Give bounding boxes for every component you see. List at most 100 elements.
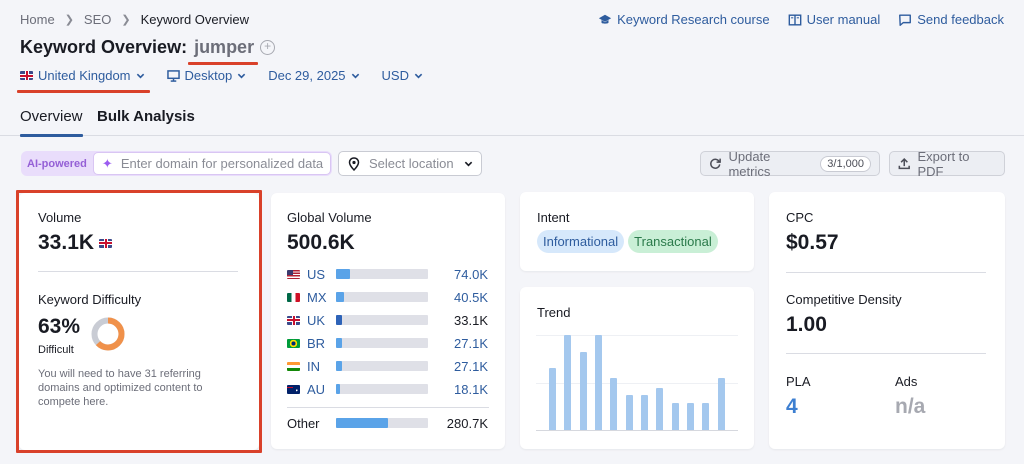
database-label: United Kingdom xyxy=(38,68,131,83)
ai-domain-box: AI-powered ✦ Enter domain for personaliz… xyxy=(21,151,332,176)
upload-icon xyxy=(898,157,910,170)
country-volume[interactable]: 74.0K xyxy=(454,266,488,282)
domain-input[interactable]: ✦ Enter domain for personalized data xyxy=(92,152,331,175)
ads-value: n/a xyxy=(895,395,926,418)
cpc-value: $0.57 xyxy=(786,231,839,254)
chat-bubble-icon xyxy=(899,13,912,26)
trend-bar xyxy=(641,395,648,430)
trend-bar xyxy=(580,352,587,430)
volume-bar-fill xyxy=(336,384,340,394)
user-manual-link[interactable]: User manual xyxy=(788,12,880,27)
chevron-right-icon: ❯ xyxy=(64,14,74,26)
export-pdf-label: Export to PDF xyxy=(917,148,970,179)
export-pdf-button[interactable]: Export to PDF xyxy=(889,148,1005,179)
volume-bar xyxy=(336,361,428,371)
currency-label: USD xyxy=(381,68,409,83)
chevron-down-icon xyxy=(237,73,246,79)
ai-powered-label: AI-powered xyxy=(27,157,87,170)
send-feedback-label: Send feedback xyxy=(917,12,1004,27)
global-volume-card: Global Volume 500.6K US 74.0K MX 40.5K U… xyxy=(271,193,505,449)
cpc-label: CPC xyxy=(786,210,814,225)
country-volume[interactable]: 40.5K xyxy=(454,289,488,305)
volume-bar-fill xyxy=(336,338,342,348)
other-label: Other xyxy=(287,415,320,431)
trend-bar xyxy=(610,378,617,430)
trend-bar-chart xyxy=(536,335,738,431)
breadcrumb-seo[interactable]: SEO xyxy=(83,12,112,27)
br-flag-icon xyxy=(287,338,300,348)
trend-bar xyxy=(549,368,556,430)
pla-value[interactable]: 4 xyxy=(786,395,798,418)
chevron-down-icon xyxy=(414,73,423,79)
plus-circle-icon[interactable]: + xyxy=(260,40,276,55)
divider xyxy=(287,407,489,408)
kd-note: You will need to have 31 referring domai… xyxy=(38,368,203,408)
country-code: BR xyxy=(307,335,326,351)
location-pin-icon xyxy=(348,156,360,171)
grid-line xyxy=(536,383,738,384)
keyword-value: jumper xyxy=(188,37,259,65)
trend-card: Trend xyxy=(520,287,754,449)
tab-bulk-analysis[interactable]: Bulk Analysis xyxy=(97,108,195,125)
divider xyxy=(786,272,986,273)
competitive-density-label: Competitive Density xyxy=(786,292,902,307)
trend-bar xyxy=(564,335,571,430)
trend-bar xyxy=(718,378,725,430)
tab-overview[interactable]: Overview xyxy=(20,108,83,137)
filters-row: United Kingdom Desktop Dec 29, 2025 USD xyxy=(17,68,445,93)
country-row-other: Other 280.7K xyxy=(287,415,489,431)
location-select[interactable]: Select location xyxy=(338,151,482,176)
update-metrics-label: Update metrics xyxy=(728,148,771,179)
uk-flag-icon xyxy=(287,315,300,325)
country-row-br[interactable]: BR 27.1K xyxy=(287,335,489,351)
date-label: Dec 29, 2025 xyxy=(268,68,346,83)
keyword-highlight-underline xyxy=(188,62,259,65)
country-code: MX xyxy=(307,289,327,305)
cpc-card: CPC $0.57 Competitive Density 1.00 PLA 4… xyxy=(769,192,1005,449)
graduation-cap-icon xyxy=(598,14,612,24)
country-row-au[interactable]: AU 18.1K xyxy=(287,381,489,397)
us-flag-icon xyxy=(287,269,300,279)
date-dropdown[interactable]: Dec 29, 2025 xyxy=(268,68,359,83)
update-metrics-button[interactable]: Update metrics 3/1,000 xyxy=(700,148,880,179)
volume-bar-fill xyxy=(336,418,388,428)
intent-tags: Informational Transactional xyxy=(537,230,722,253)
country-code: AU xyxy=(307,381,326,397)
intent-label: Intent xyxy=(537,210,570,225)
book-icon xyxy=(788,13,801,26)
keyword-text: jumper xyxy=(194,37,255,57)
grid-line xyxy=(536,335,738,336)
au-flag-icon xyxy=(287,384,300,394)
volume-kd-card: Volume 33.1K Keyword Difficulty 63% Diff… xyxy=(19,193,259,450)
country-row-mx[interactable]: MX 40.5K xyxy=(287,289,489,305)
device-dropdown[interactable]: Desktop xyxy=(166,68,247,83)
other-volume: 280.7K xyxy=(446,415,488,431)
database-highlight-underline xyxy=(17,90,150,93)
chevron-down-icon xyxy=(351,73,359,79)
volume-bar xyxy=(336,418,428,428)
device-label: Desktop xyxy=(184,68,233,83)
update-count-badge: 3/1,000 xyxy=(820,155,871,172)
competitive-density-value: 1.00 xyxy=(786,313,827,336)
in-flag-icon xyxy=(287,361,300,371)
trend-bar xyxy=(656,388,663,430)
database-dropdown[interactable]: United Kingdom xyxy=(17,68,150,93)
country-volume[interactable]: 18.1K xyxy=(454,381,488,397)
country-code: IN xyxy=(307,358,320,374)
chart-baseline xyxy=(536,430,738,431)
volume-bar xyxy=(336,338,428,348)
divider xyxy=(38,271,238,272)
send-feedback-link[interactable]: Send feedback xyxy=(898,12,1004,27)
breadcrumb-home[interactable]: Home xyxy=(20,12,55,27)
country-volume[interactable]: 27.1K xyxy=(454,358,488,374)
country-volume[interactable]: 27.1K xyxy=(454,335,488,351)
volume-bar xyxy=(336,315,428,325)
currency-dropdown[interactable]: USD xyxy=(382,68,423,83)
sparkle-icon: ✦ xyxy=(101,155,113,171)
intent-card: Intent Informational Transactional xyxy=(520,192,754,271)
volume-bar xyxy=(336,292,428,302)
country-row-in[interactable]: IN 27.1K xyxy=(287,358,489,374)
country-row-us[interactable]: US 74.0K xyxy=(287,266,489,282)
location-placeholder: Select location xyxy=(369,156,454,171)
keyword-research-course-link[interactable]: Keyword Research course xyxy=(598,12,770,27)
